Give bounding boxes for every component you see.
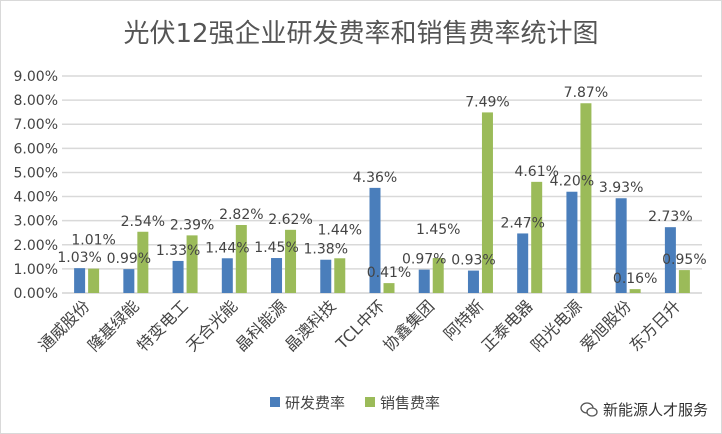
bar-rd bbox=[418, 269, 430, 293]
data-label: 2.39% bbox=[170, 217, 214, 233]
data-label: 1.45% bbox=[254, 240, 298, 256]
data-label: 0.16% bbox=[613, 271, 657, 287]
legend-label: 销售费率 bbox=[380, 394, 440, 412]
data-label: 4.61% bbox=[514, 164, 558, 180]
legend-swatch bbox=[365, 397, 375, 407]
data-label: 1.38% bbox=[304, 242, 348, 258]
bar-rd bbox=[467, 270, 479, 293]
data-label: 3.93% bbox=[599, 180, 643, 196]
bar-rd bbox=[271, 258, 283, 293]
bar-sales bbox=[235, 225, 247, 293]
bar-rd bbox=[615, 198, 627, 293]
wechat-icon bbox=[580, 401, 598, 417]
y-tick-label: 7.00% bbox=[14, 117, 58, 133]
data-label: 0.99% bbox=[107, 251, 151, 267]
data-label: 2.54% bbox=[121, 214, 165, 230]
y-tick-label: 0.00% bbox=[14, 286, 58, 302]
bar-rd bbox=[123, 269, 135, 293]
bar-sales bbox=[629, 289, 641, 293]
legend-label: 研发费率 bbox=[285, 394, 345, 412]
bar-rd bbox=[517, 233, 529, 293]
bar-sales bbox=[383, 283, 395, 293]
y-tick-label: 3.00% bbox=[14, 214, 58, 230]
chart-title: 光伏12强企业研发费率和销售费率统计图 bbox=[123, 19, 598, 49]
y-tick-label: 8.00% bbox=[14, 93, 58, 109]
data-label: 0.93% bbox=[451, 253, 495, 269]
bar-sales bbox=[137, 231, 149, 293]
data-label: 1.03% bbox=[57, 250, 101, 266]
data-label: 4.20% bbox=[550, 174, 594, 190]
bar-sales bbox=[432, 258, 444, 293]
data-label: 1.44% bbox=[318, 222, 362, 238]
data-label: 2.62% bbox=[268, 212, 312, 228]
bar-sales bbox=[678, 270, 690, 293]
data-label: 1.01% bbox=[71, 233, 115, 249]
bar-sales bbox=[88, 268, 100, 293]
bar-sales bbox=[531, 181, 543, 293]
bar-sales bbox=[186, 235, 198, 293]
y-tick-label: 2.00% bbox=[14, 238, 58, 254]
bar-rd bbox=[320, 259, 332, 293]
bar-sales bbox=[285, 229, 297, 293]
bar-rd bbox=[74, 268, 86, 293]
bar-sales bbox=[580, 103, 592, 294]
bar-rd bbox=[369, 187, 381, 293]
data-label: 0.97% bbox=[402, 252, 446, 268]
legend-swatch bbox=[270, 397, 280, 407]
bar-rd bbox=[664, 227, 676, 293]
data-label: 0.95% bbox=[662, 252, 706, 268]
data-label: 0.41% bbox=[367, 265, 411, 281]
y-tick-label: 1.00% bbox=[14, 262, 58, 278]
y-tick-label: 9.00% bbox=[14, 69, 58, 85]
bar-rd bbox=[172, 260, 184, 293]
y-tick-label: 4.00% bbox=[14, 190, 58, 206]
data-label: 2.47% bbox=[500, 215, 544, 231]
bar-sales bbox=[481, 112, 493, 293]
watermark: 新能源人才服务 bbox=[580, 399, 708, 420]
bar-rd bbox=[566, 191, 578, 293]
data-label: 1.44% bbox=[205, 240, 249, 256]
bar-rd bbox=[221, 258, 233, 293]
data-label: 7.49% bbox=[465, 94, 509, 110]
data-label: 7.87% bbox=[564, 85, 608, 101]
bar-sales bbox=[334, 258, 346, 293]
watermark-text: 新能源人才服务 bbox=[602, 401, 708, 419]
data-label: 4.36% bbox=[353, 170, 397, 186]
data-label: 2.73% bbox=[648, 209, 692, 225]
data-label: 1.45% bbox=[416, 222, 460, 238]
data-label: 2.82% bbox=[219, 207, 263, 223]
y-tick-label: 5.00% bbox=[14, 165, 58, 181]
data-label: 1.33% bbox=[156, 243, 200, 259]
y-tick-label: 6.00% bbox=[14, 141, 58, 157]
